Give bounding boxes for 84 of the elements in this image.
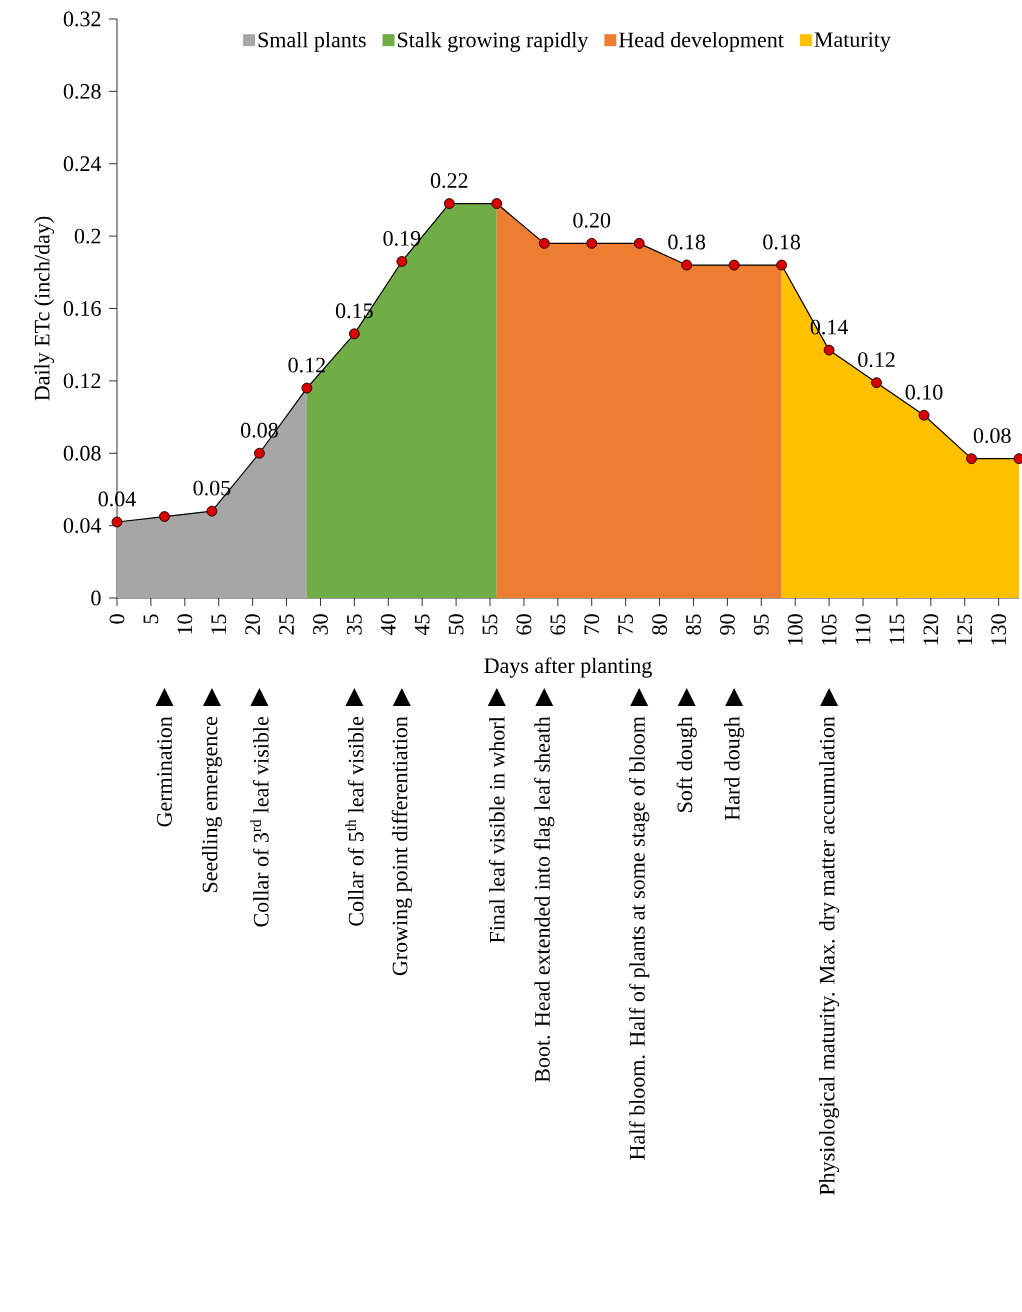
x-tick-label: 70 <box>584 614 600 635</box>
x-tick-label: 40 <box>380 614 396 636</box>
data-label: 0.08 <box>973 428 1011 444</box>
text: Soft dough <box>676 716 697 812</box>
data-label: 0.19 <box>383 230 421 246</box>
y-tick-label: 0.12 <box>63 373 101 389</box>
data-label: 0.12 <box>288 357 325 373</box>
data-label: 0.05 <box>193 480 231 496</box>
text: Hard dough <box>724 716 745 821</box>
point <box>111 516 123 528</box>
x-tick-label: 5 <box>143 614 159 624</box>
x-tick-label: 15 <box>211 614 227 634</box>
point <box>538 237 550 249</box>
point <box>633 237 645 249</box>
y-tick-label: 0.08 <box>63 445 101 461</box>
y-tick-label: 0.04 <box>63 518 102 534</box>
text: Collar of 3$^{rd}$ leaf visible <box>250 716 269 927</box>
y-tick-label: 0 <box>91 590 101 606</box>
x-tick-label: 125 <box>957 614 973 645</box>
x-tick-label: 75 <box>618 614 633 635</box>
x-tick-label: 35 <box>346 614 362 635</box>
point <box>776 259 788 271</box>
point <box>918 409 930 421</box>
data-label: 0.22 <box>430 173 468 189</box>
x-tick-label: 30 <box>313 614 328 635</box>
text: Collar of 5$^{th}$ leaf visible <box>345 716 364 926</box>
x-tick-label: 80 <box>652 614 667 635</box>
data-label: 0.08 <box>241 422 278 438</box>
x-tick-label: 90 <box>719 614 735 635</box>
y-tick-label: 0.16 <box>63 301 101 316</box>
y-tick-label: 0.32 <box>63 11 101 27</box>
x-tick-label: 10 <box>177 614 193 634</box>
data-label: 0.20 <box>573 212 611 228</box>
x-tick-label: 130 <box>991 614 1007 645</box>
point <box>301 382 313 394</box>
point <box>348 328 360 340</box>
data-label: 0.10 <box>905 384 943 400</box>
point <box>254 447 265 459</box>
legend-label: Stalk growing rapidly <box>397 31 589 52</box>
text: Final leaf visible in whorl <box>488 716 505 943</box>
data-label: 0.18 <box>763 234 801 250</box>
x-tick-label: 45 <box>414 614 430 636</box>
text: Germination <box>157 716 172 827</box>
x-tick-label: 120 <box>923 614 939 645</box>
point <box>823 344 835 356</box>
text: Half bloom. Half of plants at some stage of bloom <box>629 716 650 1160</box>
data-label: 0.12 <box>858 352 895 368</box>
point <box>159 511 170 522</box>
point <box>966 453 977 465</box>
point <box>871 377 882 389</box>
text: Boot. Head extended into flag leaf sheath <box>534 716 555 1083</box>
x-axis-title: Days after planting <box>484 657 652 678</box>
text: Seedling emergence <box>201 716 222 893</box>
x-tick-label: 0 <box>109 614 125 624</box>
x-tick-label: 110 <box>855 614 871 644</box>
point <box>728 259 740 271</box>
x-tick-label: 95 <box>753 614 769 635</box>
point <box>586 237 598 249</box>
text: Growing point differentiation <box>391 716 412 976</box>
point <box>443 198 455 209</box>
text: Physiological maturity. Max. dry matter accumulation <box>819 716 840 1195</box>
x-tick-label: 60 <box>516 614 532 635</box>
point <box>396 256 408 267</box>
x-tick-label: 85 <box>686 614 701 635</box>
point <box>491 198 503 209</box>
x-tick-label: 105 <box>821 614 837 645</box>
y-tick-label: 0.24 <box>63 156 102 172</box>
x-tick-label: 65 <box>550 614 566 635</box>
data-label: 0.18 <box>668 234 706 250</box>
y-axis-title: Daily ETc (inch/day) <box>34 216 55 401</box>
point <box>681 259 693 271</box>
point <box>206 505 218 517</box>
x-tick-label: 50 <box>448 614 464 635</box>
x-tick-label: 25 <box>279 614 294 635</box>
legend-label: Head development <box>618 31 784 52</box>
x-tick-label: 100 <box>787 614 803 645</box>
legend-label: Small plants <box>258 31 366 52</box>
data-label: 0.04 <box>98 491 136 507</box>
x-tick-label: 20 <box>245 614 261 635</box>
y-tick-label: 0.2 <box>74 228 101 244</box>
y-tick-label: 0.28 <box>63 83 101 99</box>
x-tick-label: 115 <box>889 614 905 644</box>
legend-label: Maturity <box>814 32 891 52</box>
x-tick-label: 55 <box>482 614 498 635</box>
